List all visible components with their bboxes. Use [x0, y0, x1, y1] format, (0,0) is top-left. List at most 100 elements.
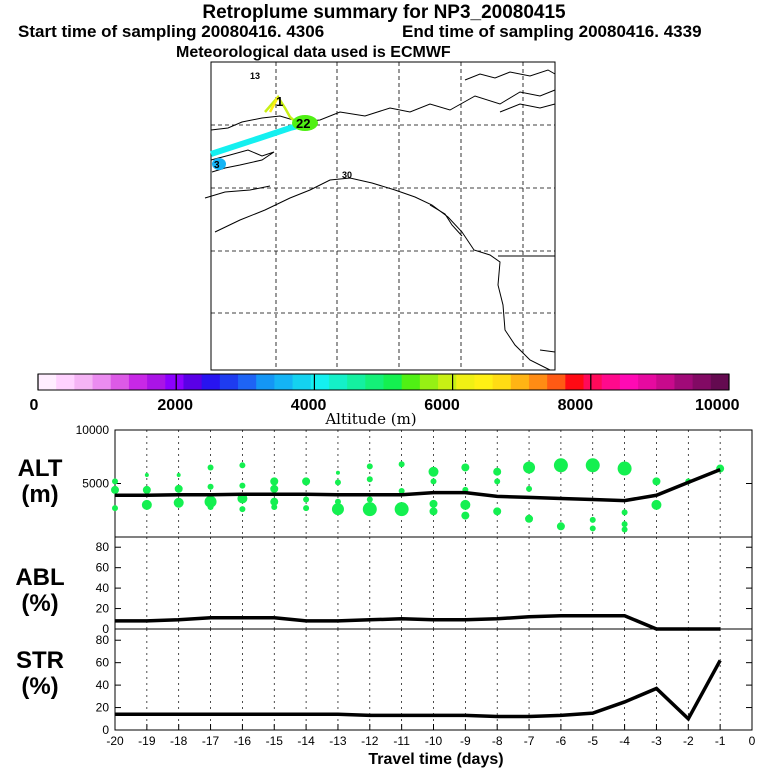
x-tick-label: -12 — [361, 734, 379, 748]
map-label-4: 30 — [342, 170, 352, 180]
y-tick-label: 40 — [96, 678, 110, 692]
scatter-point — [553, 458, 568, 473]
scatter-point — [430, 478, 437, 485]
scatter-point — [270, 497, 279, 506]
x-tick-label: -11 — [393, 734, 410, 748]
colorbar-swatch — [492, 374, 512, 390]
scatter-point — [331, 503, 344, 516]
scatter-point — [173, 497, 184, 508]
scatter-point — [366, 476, 373, 483]
map-label-2: 22 — [296, 116, 310, 131]
scatter-point — [428, 466, 439, 477]
x-tick-label: -18 — [170, 734, 188, 748]
scatter-point — [621, 526, 628, 533]
colorbar-swatch — [583, 374, 603, 390]
plume-cluster — [292, 115, 318, 131]
colorbar-swatch — [274, 374, 294, 390]
colorbar-swatch — [183, 374, 203, 390]
scatter-point — [366, 463, 373, 470]
colorbar-swatch — [165, 374, 184, 390]
colorbar-tick-label: 10000 — [695, 397, 740, 414]
colorbar-tick-label: 4000 — [291, 397, 327, 414]
x-tick-label: -20 — [106, 734, 124, 748]
colorbar-swatch — [565, 374, 585, 390]
scatter-point — [112, 505, 118, 512]
panel-abl: 0 20 40 60 80 — [96, 536, 753, 636]
colorbar-tick-label: 2000 — [157, 397, 193, 414]
scatter-point — [239, 506, 246, 513]
x-tick-label: -5 — [587, 734, 598, 748]
x-axis-label: Travel time (days) — [368, 751, 503, 768]
colorbar-swatch — [656, 374, 675, 390]
scatter-point — [494, 478, 501, 485]
alt-label-top: ALT — [17, 455, 63, 482]
colorbar-swatch — [128, 374, 148, 390]
scatter-point — [366, 496, 373, 503]
scatter-point — [302, 477, 311, 486]
scatter-point — [429, 507, 438, 516]
map-frame — [210, 61, 556, 371]
scatter-point — [493, 507, 502, 516]
scatter-point — [207, 504, 214, 511]
y-tick-label: 80 — [96, 633, 110, 647]
y-tick-label: 60 — [96, 561, 110, 575]
scatter-point — [652, 477, 661, 486]
scatter-point — [142, 485, 151, 494]
colorbar-swatch — [401, 374, 421, 390]
colorbar-swatch — [110, 374, 130, 390]
colorbar-swatch — [365, 374, 384, 390]
str-panel-label: STR (%) — [0, 648, 80, 700]
colorbar-swatch — [147, 374, 166, 390]
scatter-point — [523, 461, 536, 474]
map-label-3: 3 — [214, 160, 220, 171]
y-tick-label: 40 — [96, 581, 110, 595]
x-tick-label: -13 — [329, 734, 347, 748]
scatter-point — [651, 499, 662, 510]
colorbar: 0 2000 4000 6000 8000 10000 Altitude (m) — [30, 373, 740, 428]
colorbar-swatch — [601, 374, 621, 390]
str-label-unit: (%) — [21, 673, 59, 700]
scatter-point — [207, 483, 214, 490]
scatter-point — [621, 509, 628, 516]
colorbar-swatch — [383, 374, 403, 390]
scatter-point — [589, 516, 596, 523]
map-graticule — [211, 62, 555, 370]
panel-alt: 5000 10000 — [76, 423, 753, 538]
y-tick-label: 10000 — [76, 423, 110, 437]
series-line-alt — [115, 467, 721, 503]
x-tick-label: -2 — [683, 734, 694, 748]
colorbar-swatch — [528, 374, 548, 390]
scatter-point — [111, 485, 119, 494]
scatter-point — [174, 484, 183, 493]
scatter-point — [144, 472, 149, 477]
chart-title: Retroplume summary for NP3_20080415 — [202, 2, 566, 23]
x-tick-label: -14 — [297, 734, 315, 748]
x-tick-label: -15 — [266, 734, 284, 748]
colorbar-swatch — [438, 374, 457, 390]
scatter-point — [394, 502, 409, 517]
colorbar-swatch — [238, 374, 257, 390]
colorbar-swatch — [56, 374, 75, 390]
y-tick-label: 60 — [96, 656, 110, 670]
colorbar-swatch — [510, 374, 530, 390]
scatter-point — [585, 458, 600, 473]
start-time-label: Start time of sampling 20080416. 4306 — [18, 22, 325, 41]
scatter-point — [617, 461, 632, 476]
scatter-point — [526, 485, 533, 492]
colorbar-swatch — [638, 374, 657, 390]
scatter-point — [239, 462, 246, 469]
scatter-point — [270, 484, 279, 493]
colorbar-swatch — [547, 374, 566, 390]
colorbar-swatch — [692, 374, 712, 390]
x-tick-label: -8 — [492, 734, 503, 748]
colorbar-swatch — [219, 374, 239, 390]
trajectory-paths — [210, 94, 318, 170]
colorbar-swatch — [619, 374, 639, 390]
alt-panel-label: ALT (m) — [0, 456, 80, 508]
alt-label-unit: (m) — [21, 481, 59, 508]
colorbar-swatch — [419, 374, 439, 390]
scatter-point — [176, 472, 181, 477]
scatter-point — [525, 514, 534, 523]
y-tick-label: 0 — [102, 723, 109, 737]
